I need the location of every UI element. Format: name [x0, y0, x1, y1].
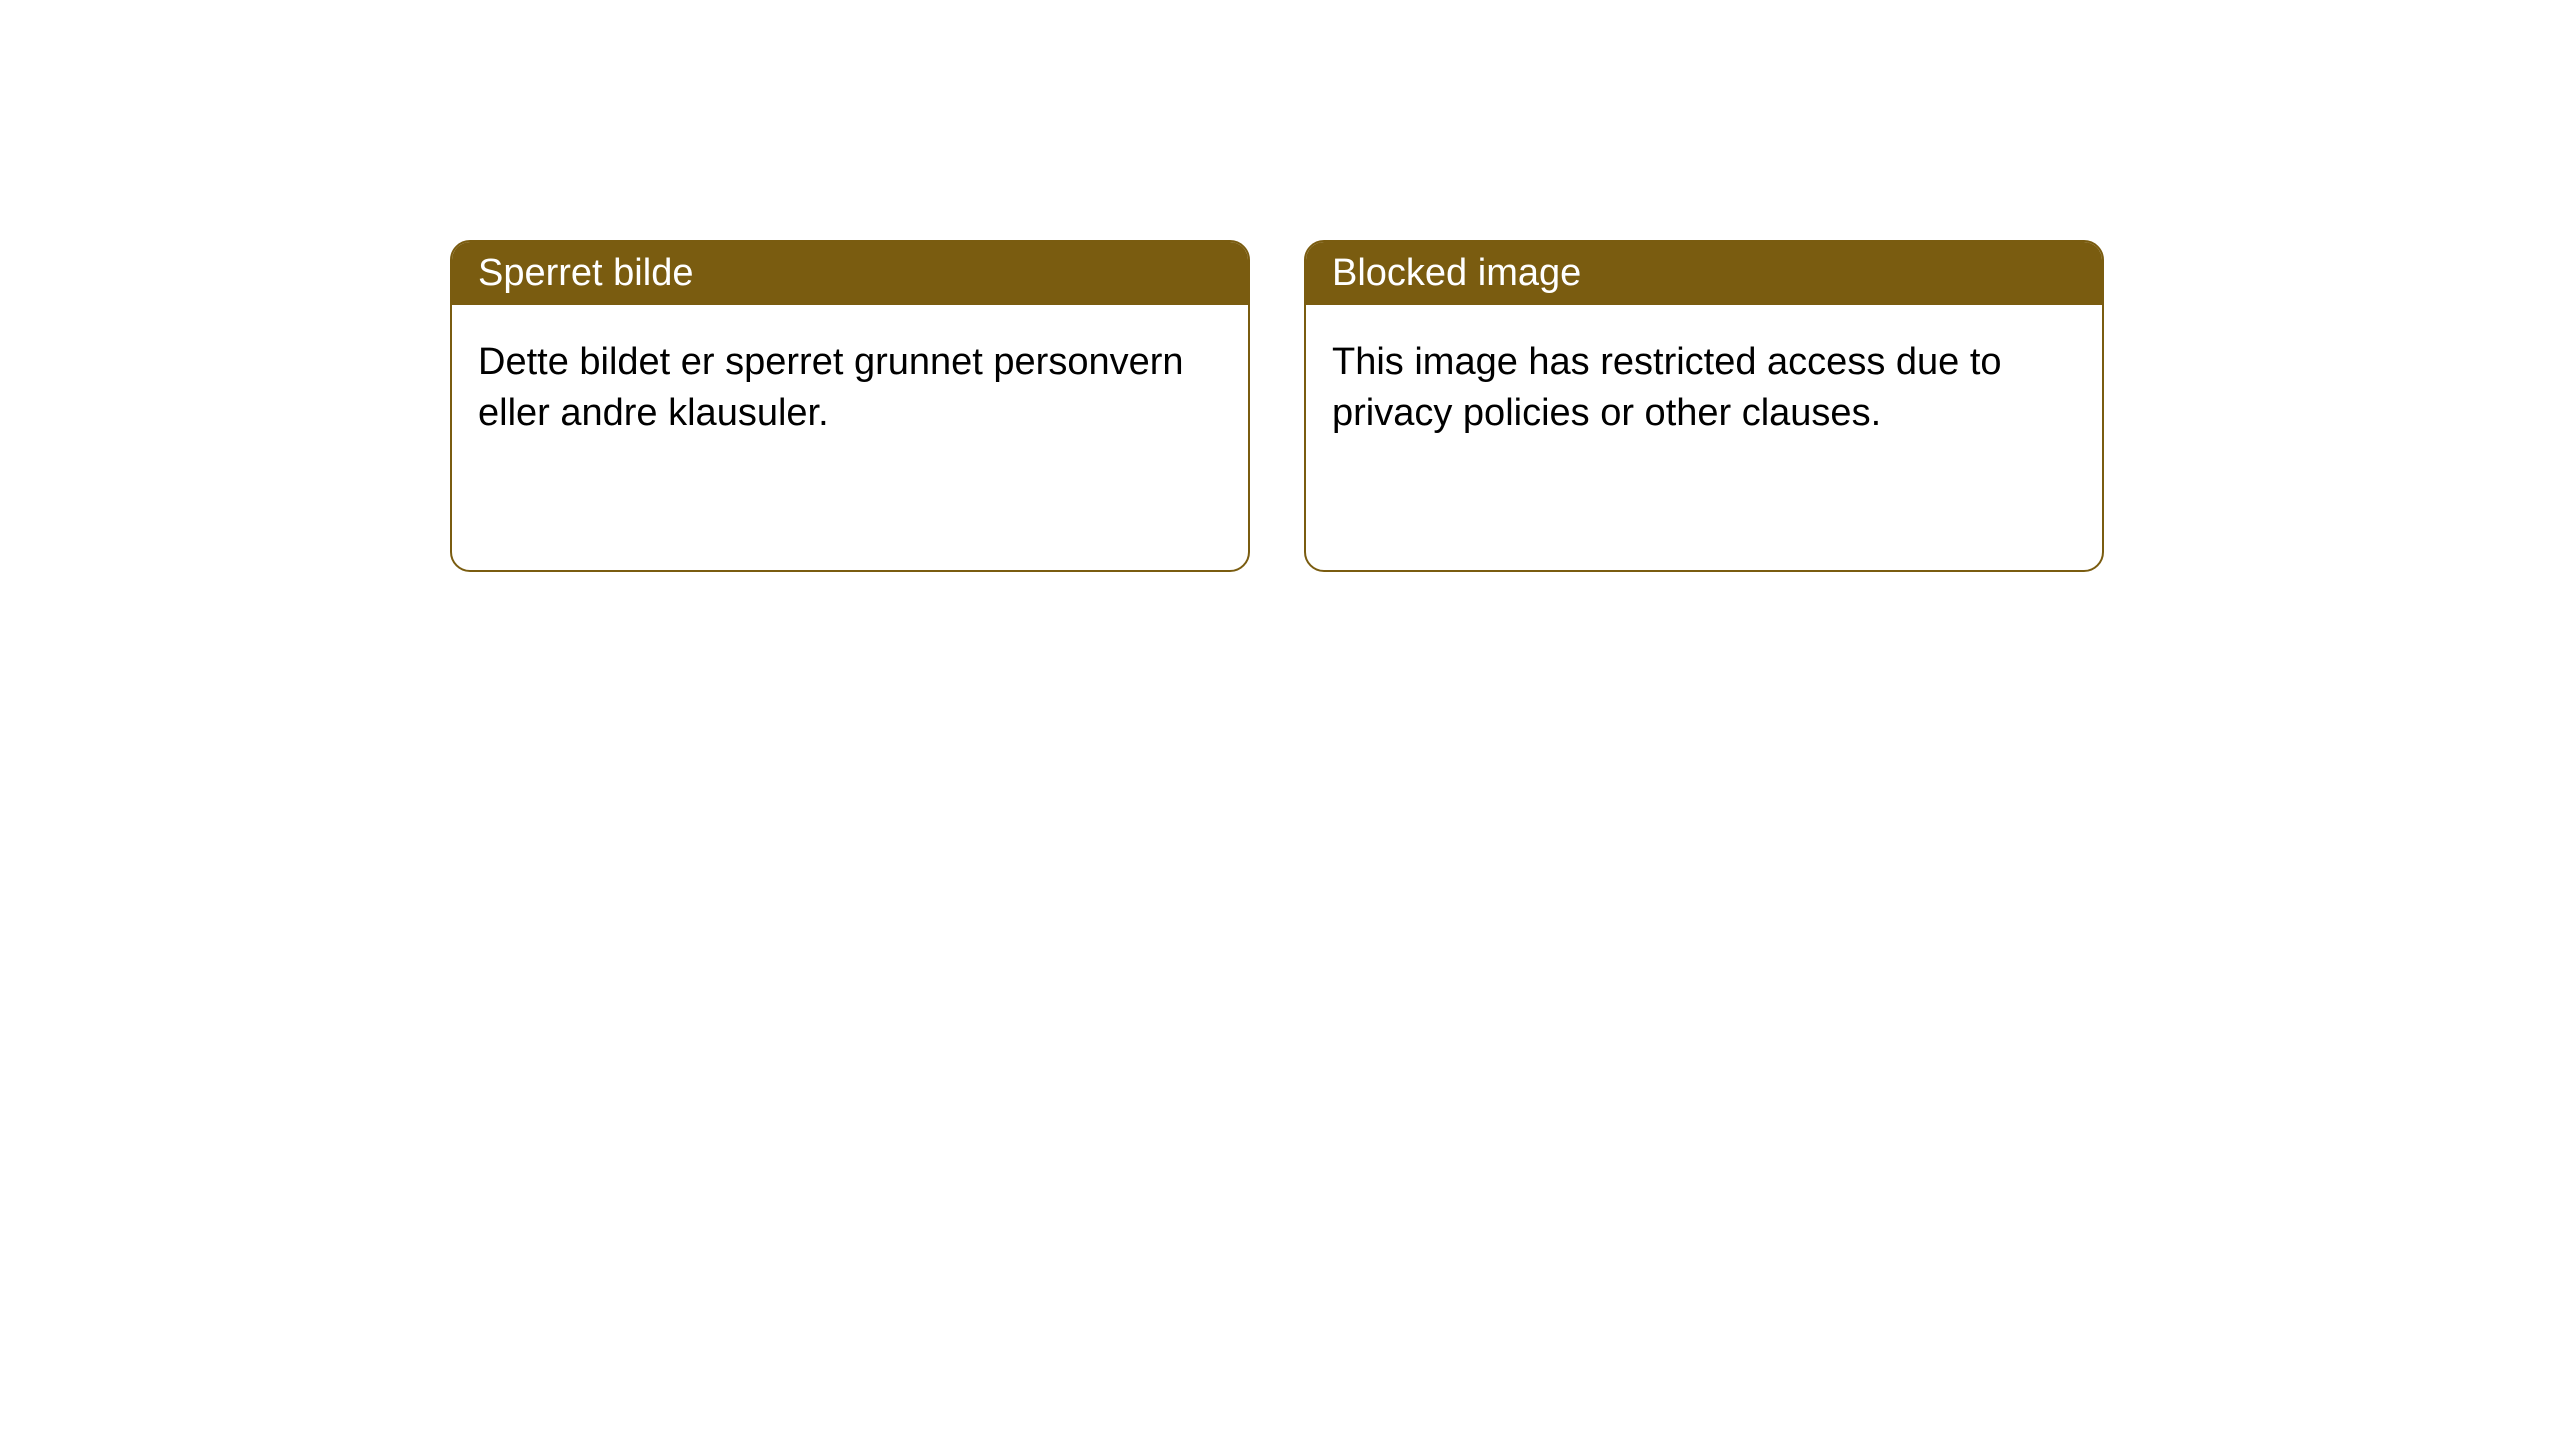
notice-container: Sperret bilde Dette bildet er sperret gr… — [0, 0, 2560, 572]
notice-card-title: Sperret bilde — [452, 242, 1248, 305]
notice-card-no: Sperret bilde Dette bildet er sperret gr… — [450, 240, 1250, 572]
notice-card-body: This image has restricted access due to … — [1306, 305, 2102, 472]
notice-card-title: Blocked image — [1306, 242, 2102, 305]
notice-card-en: Blocked image This image has restricted … — [1304, 240, 2104, 572]
notice-card-body: Dette bildet er sperret grunnet personve… — [452, 305, 1248, 472]
